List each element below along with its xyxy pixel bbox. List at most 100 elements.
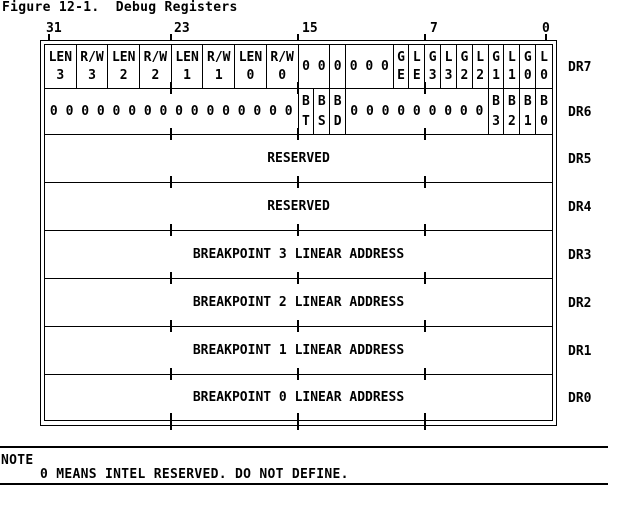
bitfield-cell-text: 1 (523, 113, 532, 129)
bitfield-cell-text: E (397, 68, 405, 84)
byte-boundary-tick (170, 224, 172, 236)
byte-boundary-tick (170, 176, 172, 188)
byte-boundary-tick (297, 82, 299, 94)
note-label: NOTE (1, 453, 34, 468)
byte-boundary-tick (424, 224, 426, 236)
bitfield-cell-text: G (460, 49, 469, 65)
bitfield-cell-text: B (317, 94, 326, 110)
register-label-dr0: DR0 (568, 391, 592, 406)
bitfield-cell-text: B (492, 94, 500, 110)
bitfield-cell-text: LEN (48, 49, 73, 65)
bitfield-cell-text: BREAKPOINT 0 LINEAR ADDRESS (192, 390, 405, 405)
bitfield-cell-text: 0 0 (302, 59, 326, 74)
byte-boundary-tick (424, 272, 426, 284)
byte-boundary-tick (170, 368, 172, 380)
byte-boundary-tick (170, 413, 172, 430)
bitfield-cell-text: 2 (151, 68, 160, 84)
bit-scale-tick (545, 34, 547, 41)
bitfield-cell-text: 1 (507, 68, 516, 84)
byte-boundary-tick (170, 320, 172, 332)
bitfield-cell-text: L (507, 49, 516, 65)
bitfield-cell-text: 0 0 0 0 0 0 0 0 0 (350, 104, 484, 119)
byte-boundary-tick (424, 413, 426, 430)
bitfield-cell-text: 0 0 0 (349, 59, 389, 74)
bitfield-cell: BREAKPOINT 3 LINEAR ADDRESS (45, 231, 552, 278)
byte-boundary-tick (297, 320, 299, 332)
bitfield-cell-text: BREAKPOINT 2 LINEAR ADDRESS (192, 295, 405, 310)
byte-boundary-tick (297, 224, 299, 236)
byte-boundary-tick (297, 128, 299, 140)
bitfield-cell-text: 2 (476, 68, 485, 84)
bitfield-cell-text: 1 (492, 68, 500, 84)
bitfield-cell-text: S (317, 113, 326, 129)
register-label-dr3: DR3 (568, 248, 592, 263)
bitfield-cell: 0 0 0 0 0 0 0 0 0 0 0 0 0 0 0 0 (45, 89, 299, 134)
figure-title: Figure 12-1. Debug Registers (2, 0, 238, 15)
byte-boundary-tick (424, 368, 426, 380)
bitfield-cell: R/W 0 (267, 45, 299, 88)
bitfield-cell-text: 0 (278, 68, 287, 84)
byte-boundary-tick (424, 128, 426, 140)
bitfield-cell-text: B (540, 94, 548, 110)
bit-label: 0 (542, 21, 550, 36)
bitfield-cell-text: L (444, 49, 453, 65)
bitfield-cell-text: R/W (207, 49, 231, 65)
bitfield-cell: 0 0 (299, 45, 331, 88)
bitfield-cell: LEN 0 (235, 45, 267, 88)
bitfield-cell-text: G (397, 49, 405, 65)
byte-boundary-tick (170, 272, 172, 284)
bitfield-cell: 0 0 0 (346, 45, 394, 88)
bitfield-cell: R/W 3 (77, 45, 109, 88)
bitfield-cell-text: 0 (246, 68, 255, 84)
register-label-dr6: DR6 (568, 105, 592, 120)
register-label-dr5: DR5 (568, 152, 592, 167)
bitfield-cell-text: B (333, 94, 342, 110)
byte-boundary-tick (424, 320, 426, 332)
bit-scale-tick (48, 34, 50, 41)
bit-scale-tick (170, 34, 172, 41)
register-label-dr1: DR1 (568, 344, 592, 359)
bitfield-cell-text: 3 (428, 68, 437, 84)
register-label-dr4: DR4 (568, 200, 592, 215)
bitfield-cell-text: G (492, 49, 500, 65)
bitfield-cell-text: 0 (333, 59, 342, 74)
bitfield-cell-text: 0 0 0 0 0 0 0 0 0 0 0 0 0 0 0 0 (49, 104, 293, 119)
bitfield-cell: R/W 1 (203, 45, 236, 88)
byte-boundary-tick (424, 82, 426, 94)
bitfield-cell: LEN 2 (108, 45, 141, 88)
bitfield-cell-text: G (428, 49, 437, 65)
bitfield-cell-text: RESERVED (267, 199, 330, 214)
bitfield-cell: LEN 3 (45, 45, 77, 88)
bitfield-cell-text: R/W (80, 49, 104, 65)
bitfield-cell-text: 1 (183, 68, 191, 84)
bitfield-cell-text: 3 (492, 113, 500, 129)
bitfield-cell-text: RESERVED (267, 151, 330, 166)
note-rule-top (0, 446, 608, 448)
bitfield-cell-text: L (540, 49, 548, 65)
bitfield-cell-text: L (476, 49, 485, 65)
bitfield-cell-text: R/W (143, 49, 168, 65)
bitfield-cell-text: E (412, 68, 421, 84)
byte-boundary-tick (297, 272, 299, 284)
bitfield-cell-text: 0 (540, 113, 548, 129)
bitfield-cell-text: D (333, 113, 342, 129)
bitfield-cell-text: 2 (460, 68, 469, 84)
bit-scale-tick (297, 34, 299, 41)
bitfield-cell-text: 0 (540, 68, 548, 84)
bitfield-cell: LEN 1 (172, 45, 204, 88)
bitfield-cell-text: L (412, 49, 421, 65)
note-rule-bottom (0, 483, 608, 485)
bitfield-cell: BREAKPOINT 2 LINEAR ADDRESS (45, 279, 552, 326)
